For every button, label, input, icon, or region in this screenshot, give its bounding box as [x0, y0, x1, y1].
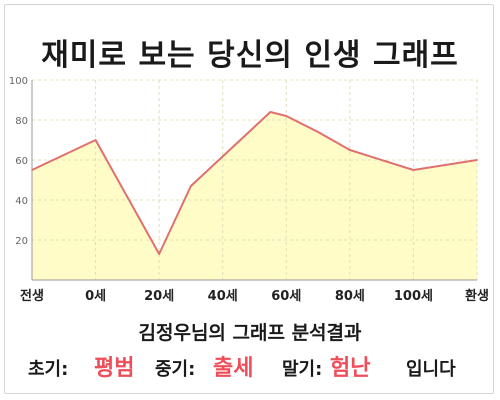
life-line [31, 111, 478, 255]
middle-value: 출세 [213, 356, 254, 381]
data-point-2 [158, 253, 160, 255]
data-point-5 [285, 115, 288, 117]
x-tick-label: 60세 [271, 289, 301, 304]
data-point-6 [317, 131, 319, 133]
y-tick-label: 60 [15, 156, 28, 167]
area-fill [32, 112, 477, 280]
y-tick-label: 80 [15, 116, 28, 127]
x-tick-label: 0세 [85, 289, 106, 304]
early-label: 초기: [28, 359, 69, 380]
result-ending: 입니다 [406, 359, 456, 380]
late-value: 험난 [330, 356, 371, 381]
x-tick-label: 환생 [465, 288, 489, 304]
early-value: 평범 [94, 356, 135, 381]
y-tick-label: 20 [15, 236, 28, 247]
data-point-4 [269, 111, 272, 113]
data-point-7 [349, 149, 351, 151]
x-tick-label: 100세 [394, 289, 433, 304]
data-point-1 [94, 139, 97, 141]
x-tick-label: 전생 [20, 288, 44, 304]
analysis-result-title: 김정우님의 그래프 분석결과 [138, 322, 362, 344]
chart-card-frame [4, 4, 494, 394]
x-tick-label: 20세 [144, 289, 174, 304]
late-label: 말기: [282, 359, 323, 380]
life-graph-chart: 20 40 60 80 100 전생 0세 20세 40세 60세 80세 100세 환생 [9, 76, 489, 304]
x-tick-label: 80세 [335, 289, 365, 304]
y-tick-label: 100 [9, 76, 28, 87]
x-tick-label: 40세 [208, 289, 238, 304]
data-point-0 [31, 169, 33, 171]
page-title: 재미로 보는 당신의 인생 그래프 [41, 38, 459, 73]
data-point-8 [412, 169, 415, 171]
data-point-9 [476, 159, 478, 161]
analysis-result-line: 초기: 평범 중기: 출세 말기: 험난 입니다 [0, 346, 500, 382]
y-tick-label: 40 [15, 196, 28, 207]
data-point-3 [190, 185, 192, 187]
middle-label: 중기: [155, 359, 196, 380]
